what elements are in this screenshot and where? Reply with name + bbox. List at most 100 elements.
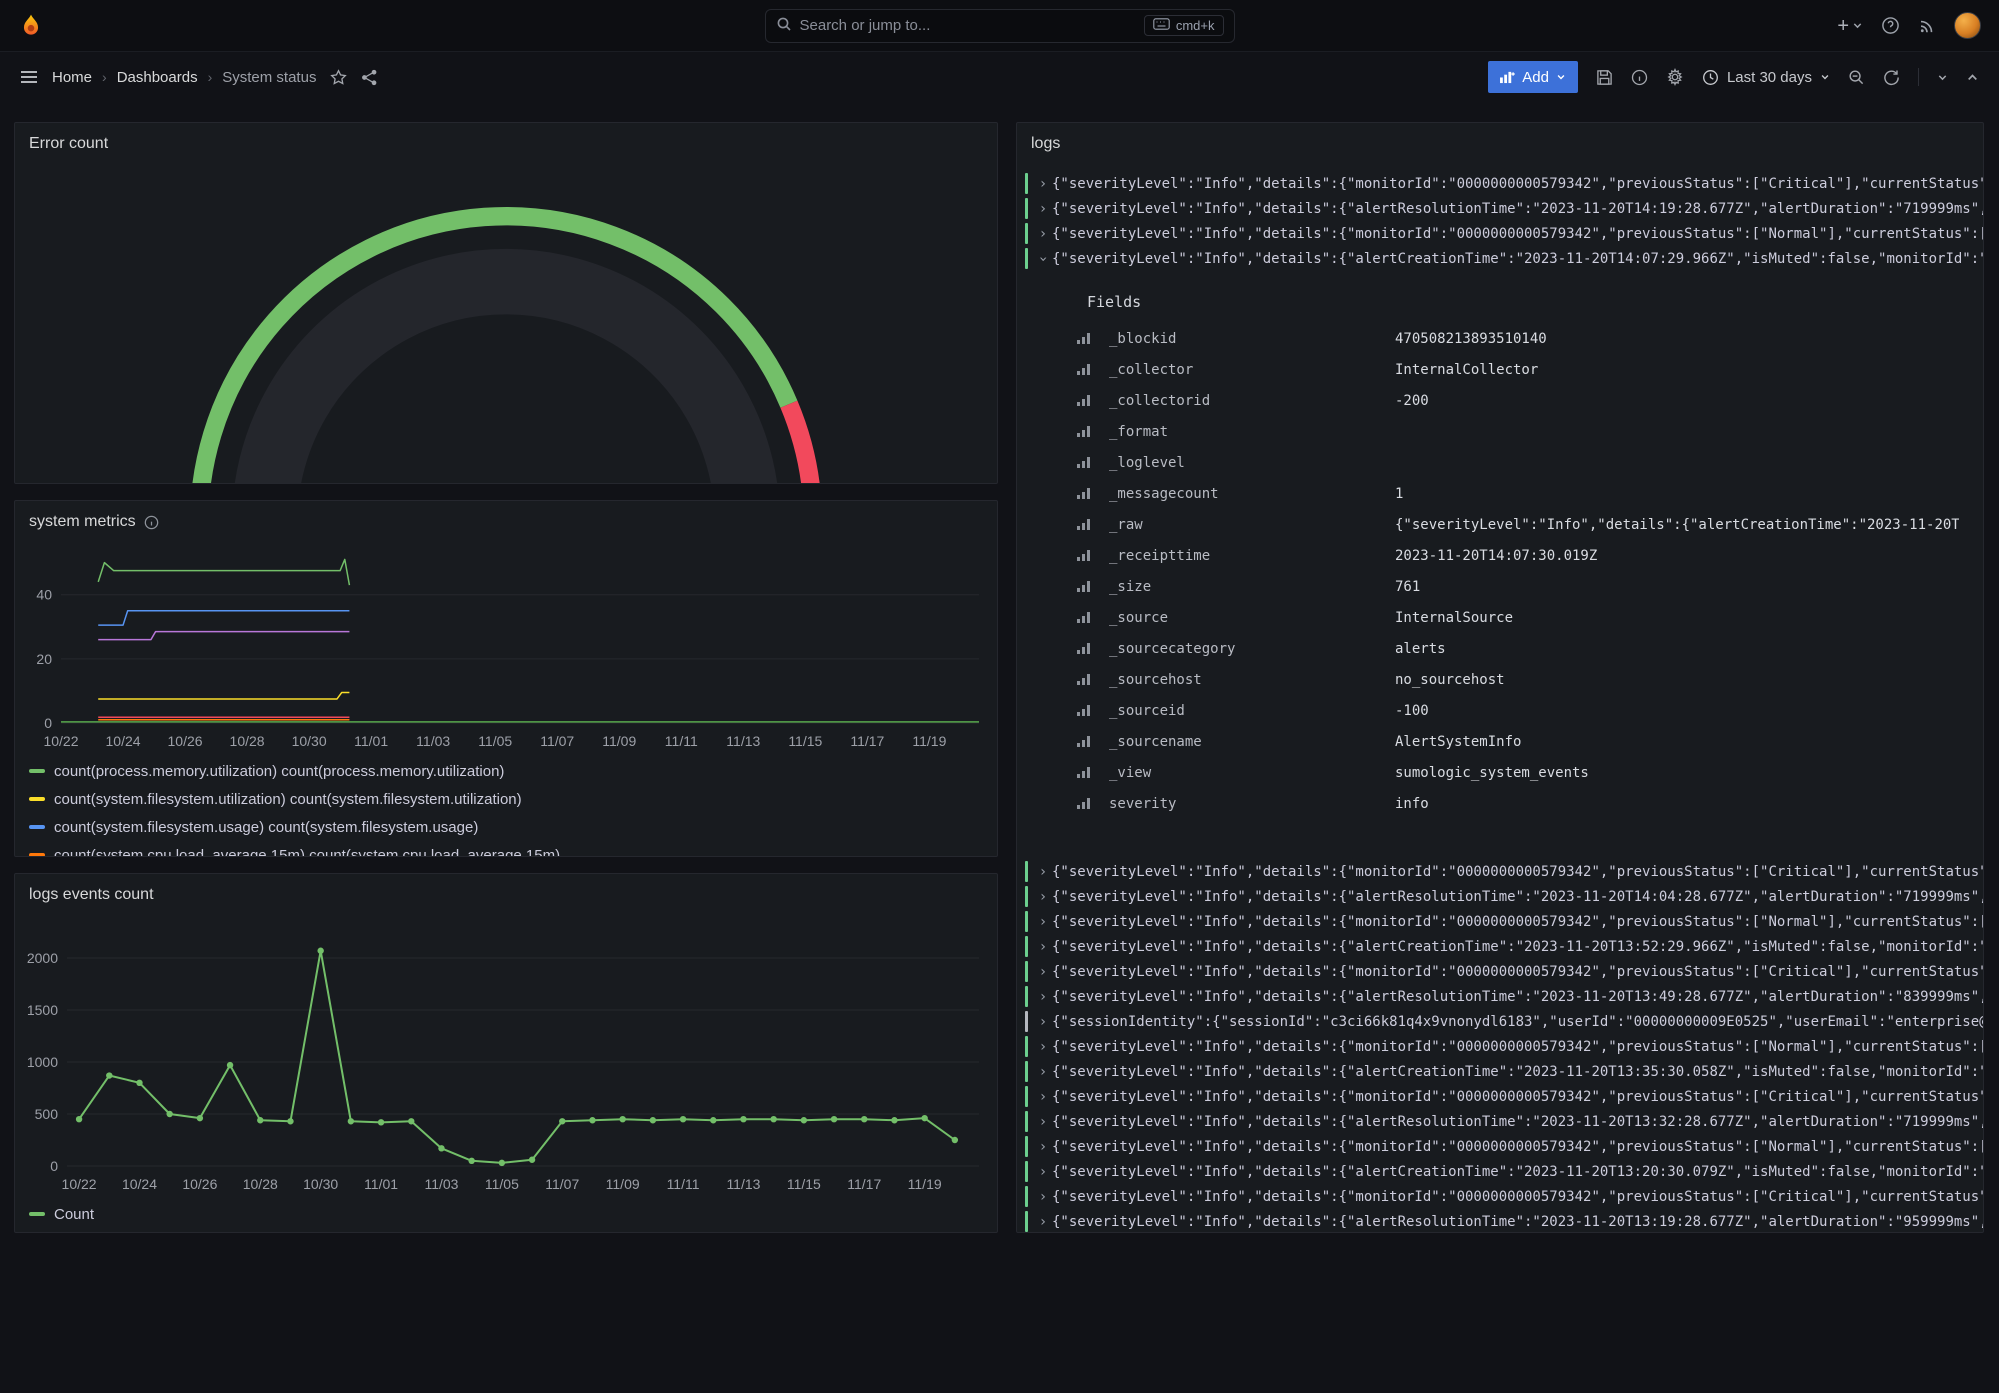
log-row[interactable]: › {"severityLevel":"Info","details":{"al…: [1023, 934, 1983, 959]
field-row[interactable]: _messagecount 1: [1075, 478, 1959, 509]
field-chart-icon[interactable]: [1077, 519, 1090, 530]
log-row[interactable]: › {"severityLevel":"Info","details":{"mo…: [1023, 859, 1983, 884]
log-row[interactable]: › {"severityLevel":"Info","details":{"al…: [1023, 1159, 1983, 1184]
log-row[interactable]: › {"severityLevel":"Info","details":{"al…: [1023, 984, 1983, 1009]
log-expander-icon[interactable]: ›: [1038, 1163, 1048, 1180]
field-chart-icon[interactable]: [1077, 488, 1090, 499]
log-expander-icon[interactable]: ›: [1038, 938, 1048, 955]
breadcrumb-home[interactable]: Home: [52, 68, 93, 86]
log-row[interactable]: › {"severityLevel":"Info","details":{"mo…: [1023, 1184, 1983, 1209]
add-button[interactable]: Add: [1488, 61, 1578, 93]
field-row[interactable]: _raw {"severityLevel":"Info","details":{…: [1075, 509, 1959, 540]
user-avatar[interactable]: [1954, 12, 1981, 39]
field-row[interactable]: _sourcehost no_sourcehost: [1075, 664, 1959, 695]
field-row[interactable]: _sourceid -100: [1075, 695, 1959, 726]
log-row[interactable]: › {"severityLevel":"Info","details":{"mo…: [1023, 909, 1983, 934]
news-button[interactable]: [1918, 17, 1936, 35]
field-chart-icon[interactable]: [1077, 550, 1090, 561]
dashboard-insights-button[interactable]: [1631, 69, 1648, 86]
refresh-interval-button[interactable]: [1937, 72, 1948, 83]
field-chart-icon[interactable]: [1077, 426, 1090, 437]
save-dashboard-button[interactable]: [1596, 69, 1613, 86]
log-expander-icon[interactable]: ›: [1035, 254, 1051, 263]
field-chart-icon[interactable]: [1077, 457, 1090, 468]
field-chart-icon[interactable]: [1077, 333, 1090, 344]
log-row[interactable]: › {"sessionIdentity":{"sessionId":"c3ci6…: [1023, 1009, 1983, 1034]
refresh-button[interactable]: [1883, 69, 1900, 86]
log-expander-icon[interactable]: ›: [1038, 175, 1048, 192]
field-chart-icon[interactable]: [1077, 798, 1090, 809]
log-expander-icon[interactable]: ›: [1038, 1213, 1048, 1230]
log-row[interactable]: › {"severityLevel":"Info","details":{"al…: [1023, 196, 1983, 221]
global-search[interactable]: cmd+k: [764, 8, 1235, 43]
panel-header[interactable]: logs: [1017, 123, 1983, 165]
collapse-toolbar-button[interactable]: [1966, 71, 1979, 84]
legend-item[interactable]: count(system.cpu.load_average.15m) count…: [29, 841, 983, 856]
dashboard-settings-button[interactable]: [1666, 68, 1684, 86]
mega-menu-button[interactable]: [20, 70, 38, 84]
field-row[interactable]: _collectorid -200: [1075, 385, 1959, 416]
field-chart-icon[interactable]: [1077, 736, 1090, 747]
log-row[interactable]: › {"severityLevel":"Info","details":{"al…: [1023, 884, 1983, 909]
field-chart-icon[interactable]: [1077, 581, 1090, 592]
zoom-out-button[interactable]: [1848, 69, 1865, 86]
legend-item[interactable]: count(system.filesystem.usage) count(sys…: [29, 813, 983, 841]
field-chart-icon[interactable]: [1077, 612, 1090, 623]
log-expander-icon[interactable]: ›: [1038, 863, 1048, 880]
log-expander-icon[interactable]: ›: [1038, 1113, 1048, 1130]
log-row[interactable]: › {"severityLevel":"Info","details":{"al…: [1023, 246, 1983, 271]
legend-item[interactable]: count(process.memory.utilization) count(…: [29, 757, 983, 785]
log-expander-icon[interactable]: ›: [1038, 225, 1048, 242]
logs-events-chart[interactable]: 0 500 1000 1500 2000 10/22 10/24 10/26 10/28 10/3…: [15, 916, 997, 1198]
log-expander-icon[interactable]: ›: [1038, 1088, 1048, 1105]
panel-info-icon[interactable]: [144, 515, 159, 530]
field-row[interactable]: _sourcecategory alerts: [1075, 633, 1959, 664]
panel-header[interactable]: Error count: [15, 123, 997, 165]
field-chart-icon[interactable]: [1077, 767, 1090, 778]
log-expander-icon[interactable]: ›: [1038, 1063, 1048, 1080]
log-expander-icon[interactable]: ›: [1038, 963, 1048, 980]
log-row[interactable]: › {"severityLevel":"Info","details":{"mo…: [1023, 1084, 1983, 1109]
log-row[interactable]: › {"severityLevel":"Info","details":{"mo…: [1023, 171, 1983, 196]
log-row[interactable]: › {"severityLevel":"Info","details":{"al…: [1023, 1209, 1983, 1232]
field-chart-icon[interactable]: [1077, 643, 1090, 654]
field-chart-icon[interactable]: [1077, 364, 1090, 375]
breadcrumb-dashboards[interactable]: Dashboards: [116, 68, 198, 86]
grafana-logo[interactable]: [18, 12, 46, 40]
log-row[interactable]: › {"severityLevel":"Info","details":{"al…: [1023, 1109, 1983, 1134]
panel-header[interactable]: logs events count: [15, 874, 997, 916]
field-chart-icon[interactable]: [1077, 674, 1090, 685]
field-row[interactable]: _blockid 470508213893510140: [1075, 323, 1959, 354]
system-metrics-chart[interactable]: 0 20 40 10/22 10/24 10/26 10/28 10/30 11/01 11/03…: [15, 543, 997, 755]
time-range-picker[interactable]: Last 30 days: [1702, 69, 1830, 86]
share-button[interactable]: [361, 69, 378, 86]
favorite-button[interactable]: [330, 68, 348, 86]
help-button[interactable]: [1881, 16, 1900, 35]
log-expander-icon[interactable]: ›: [1038, 988, 1048, 1005]
field-chart-icon[interactable]: [1077, 395, 1090, 406]
log-row[interactable]: › {"severityLevel":"Info","details":{"mo…: [1023, 1034, 1983, 1059]
log-expander-icon[interactable]: ›: [1038, 1038, 1048, 1055]
panel-header[interactable]: system metrics: [15, 501, 997, 543]
log-expander-icon[interactable]: ›: [1038, 200, 1048, 217]
field-row[interactable]: _format: [1075, 416, 1959, 447]
log-expander-icon[interactable]: ›: [1038, 1188, 1048, 1205]
field-row[interactable]: _sourcename AlertSystemInfo: [1075, 726, 1959, 757]
log-expander-icon[interactable]: ›: [1038, 888, 1048, 905]
legend-item[interactable]: count(system.filesystem.utilization) cou…: [29, 785, 983, 813]
field-row[interactable]: severity info: [1075, 788, 1959, 819]
field-row[interactable]: _collector InternalCollector: [1075, 354, 1959, 385]
field-row[interactable]: _receipttime 2023-11-20T14:07:30.019Z: [1075, 540, 1959, 571]
legend-item[interactable]: Count: [29, 1200, 983, 1228]
log-row[interactable]: › {"severityLevel":"Info","details":{"mo…: [1023, 959, 1983, 984]
field-row[interactable]: _loglevel: [1075, 447, 1959, 478]
search-input[interactable]: [799, 17, 1136, 34]
log-row[interactable]: › {"severityLevel":"Info","details":{"mo…: [1023, 1134, 1983, 1159]
field-row[interactable]: _source InternalSource: [1075, 602, 1959, 633]
log-row[interactable]: › {"severityLevel":"Info","details":{"mo…: [1023, 221, 1983, 246]
log-expander-icon[interactable]: ›: [1038, 1138, 1048, 1155]
log-row[interactable]: › {"severityLevel":"Info","details":{"al…: [1023, 1059, 1983, 1084]
field-row[interactable]: _view sumologic_system_events: [1075, 757, 1959, 788]
field-chart-icon[interactable]: [1077, 705, 1090, 716]
field-row[interactable]: _size 761: [1075, 571, 1959, 602]
